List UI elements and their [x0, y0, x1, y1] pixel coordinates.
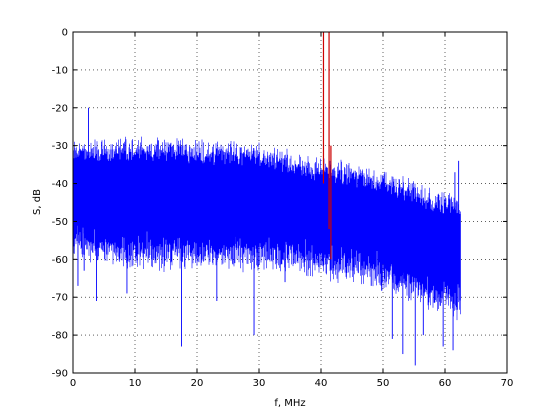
y-tick-label: -50: [52, 217, 68, 228]
y-tick-label: -10: [52, 65, 68, 76]
y-tick-label: -60: [52, 255, 68, 266]
x-tick-label: 30: [253, 378, 266, 389]
x-tick-label: 60: [439, 378, 452, 389]
x-axis-label: f, MHz: [274, 398, 305, 409]
x-tick-label: 0: [70, 378, 76, 389]
x-tick-label: 10: [129, 378, 142, 389]
plot-frame: [72, 31, 508, 374]
y-tick-label: -20: [52, 103, 68, 114]
x-tick-label: 50: [377, 378, 390, 389]
y-tick-label: 0: [62, 28, 68, 39]
y-tick-label: -80: [52, 331, 68, 342]
y-axis-label: S, dB: [32, 189, 43, 215]
x-tick-label: 40: [315, 378, 328, 389]
y-tick-label: -30: [52, 141, 68, 152]
y-tick-label: -40: [52, 179, 68, 190]
y-tick-label: -90: [52, 369, 68, 380]
axis-ticks: 0 10 20 30 40 50 60 70 -90 -80 -70 -60 -50 -40 -30 -20 -…: [52, 28, 514, 390]
y-tick-label: -70: [52, 293, 68, 304]
x-tick-label: 20: [191, 378, 204, 389]
x-tick-label: 70: [501, 378, 514, 389]
